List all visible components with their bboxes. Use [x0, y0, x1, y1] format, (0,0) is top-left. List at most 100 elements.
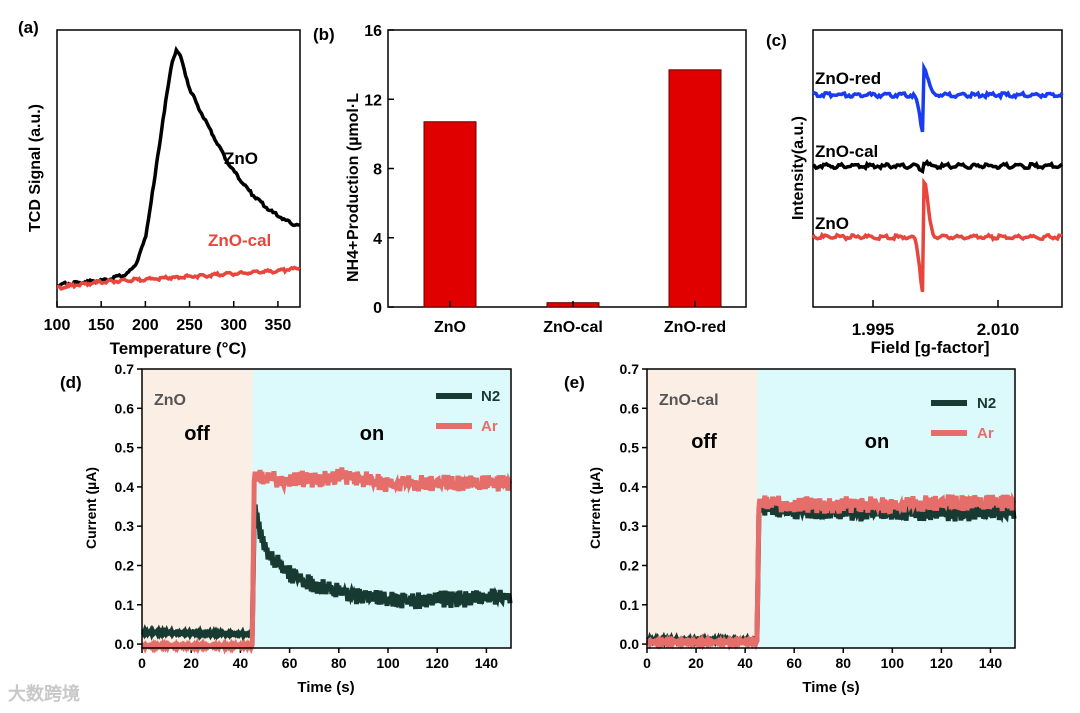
panel-c-legend-zno-red: ZnO-red: [815, 69, 881, 88]
panel-a: (a) 100 150 200 250 300 350 ZnO ZnO-cal Tempe…: [18, 18, 301, 358]
panel-e-legend-ar: Ar: [977, 425, 994, 442]
panel-b-bar-zno-red: [668, 69, 722, 308]
panel-e-series-ar: [645, 491, 1017, 651]
panel-d-xtick-label: 40: [233, 655, 249, 671]
panel-a-xtick-label: 200: [132, 317, 159, 334]
panel-e-xtick-label: 80: [835, 655, 851, 671]
panel-d-xlabel: Time (s): [297, 679, 354, 696]
panel-d-xtick-label: 80: [331, 655, 347, 671]
panel-a-series-zno: [57, 45, 300, 289]
panel-d-ytick-label: 0.2: [115, 557, 135, 573]
panel-c-series-zno-red: [812, 61, 1064, 133]
panel-e-ylabel: Current (µA): [587, 467, 603, 549]
panel-d-legend-ar: Ar: [481, 418, 498, 435]
panel-e-ytick-label: 0.3: [620, 518, 640, 534]
watermark: 大数跨境: [8, 684, 80, 705]
panel-e-xtick-label: 0: [643, 655, 651, 671]
panel-d-xtick-label: 20: [183, 655, 199, 671]
panel-e: (e) 0 20 40 60 80 100 120 140 0.00.10.20.30.40.…: [564, 361, 1017, 696]
panel-b-ytick-label: 12: [364, 92, 382, 109]
panel-b-categories: ZnO ZnO-cal ZnO-red: [434, 301, 726, 336]
panel-a-label: (a): [18, 18, 39, 37]
panel-d-xtick-label: 60: [282, 655, 298, 671]
panel-a-xtick-label: 250: [176, 317, 203, 334]
panel-c-frame: [812, 29, 1063, 308]
panel-d-frame: [141, 368, 512, 649]
panel-a-legend-zno-cal: ZnO-cal: [208, 231, 271, 250]
panel-b-ytick-label: 8: [373, 162, 382, 179]
panel-c-series-zno: [811, 177, 1063, 293]
panel-e-legend-n2: N2: [977, 395, 996, 412]
panel-b-bar-zno: [423, 121, 477, 308]
panel-e-xtick-label: 140: [979, 655, 1003, 671]
panel-e-off-region: [647, 369, 758, 648]
panel-b-category-label: ZnO: [434, 319, 466, 336]
panel-d-xtick-label: 100: [376, 655, 400, 671]
panel-e-sample: ZnO-cal: [659, 392, 719, 409]
panel-e-ytick-label: 0.6: [620, 400, 640, 416]
panel-b-ylabel: NH4+ Production (µmol·L: [345, 93, 362, 282]
panel-a-series-zno-cal: [56, 265, 301, 291]
panel-e-yticks: 0.0 0.1 0.2 0.3 0.4 0.5 0.6 0.7: [620, 361, 647, 652]
panel-b-category-label: ZnO-red: [664, 319, 726, 336]
panel-e-xtick-label: 100: [881, 655, 905, 671]
panel-e-xtick-label: 120: [930, 655, 954, 671]
panel-a-xtick-label: 100: [44, 317, 71, 334]
panel-e-ytick-label: 0.7: [620, 361, 640, 377]
panel-d-ytick-label: 0.3: [115, 518, 135, 534]
panel-e-off-label: off: [691, 431, 717, 453]
panel-c-xtick-2: 2.010: [977, 320, 1020, 339]
panel-c: (c) ZnO-red ZnO-cal ZnO 1.995 2.010 Fiel…: [766, 29, 1064, 357]
panel-a-xtick-label: 300: [220, 317, 247, 334]
panel-e-ytick-label: 0.2: [620, 557, 640, 573]
panel-e-ytick-label: 0.1: [620, 597, 640, 613]
panel-d-xtick-label: 140: [475, 655, 499, 671]
panel-c-series-zno-cal: [812, 158, 1064, 175]
panel-b-yticks: 0 4 8 12 16: [364, 23, 394, 317]
panel-d-on-region: [252, 369, 511, 648]
panel-d-sample: ZnO: [154, 392, 186, 409]
panel-b-ylabel-species: NH4+: [345, 241, 362, 282]
panel-d-series-ar: [140, 467, 513, 655]
panel-e-ytick-label: 0.0: [620, 636, 640, 652]
panel-b: (b) 0 4 8 12 16 ZnO ZnO-cal ZnO-red NH4+ Produ…: [313, 23, 747, 336]
panel-d-on-label: on: [360, 423, 384, 445]
panel-e-on-label: on: [865, 431, 889, 453]
panel-e-xtick-label: 20: [688, 655, 704, 671]
panel-e-xlabel: Time (s): [802, 679, 859, 696]
panel-d-series-n2: [140, 504, 513, 643]
panel-d-label: (d): [60, 373, 82, 392]
panel-b-ytick-label: 4: [373, 231, 382, 248]
panel-b-ytick-label: 16: [364, 23, 382, 40]
panel-d-yticks: 0.0 0.1 0.2 0.3 0.4 0.5 0.6 0.7: [115, 361, 142, 652]
panel-e-xtick-label: 40: [737, 655, 753, 671]
panel-c-label: (c): [766, 31, 787, 50]
panel-d-ytick-label: 0.7: [115, 361, 135, 377]
panel-d-xticks: 0 20 40 60 80 100 120 140: [138, 648, 498, 671]
panel-b-label: (b): [313, 25, 335, 44]
panel-c-legend-zno: ZnO: [815, 214, 849, 233]
panel-b-bars: [423, 69, 722, 308]
panel-a-legend-zno: ZnO: [224, 149, 258, 168]
panel-e-label: (e): [564, 373, 585, 392]
panel-d-ytick-label: 0.0: [115, 636, 135, 652]
panel-a-xticks: 100 150 200 250 300 350: [44, 301, 291, 334]
panel-e-frame: [646, 368, 1016, 649]
panel-e-xticks: 0 20 40 60 80 100 120 140: [643, 648, 1002, 671]
panel-a-frame: [56, 29, 301, 308]
panel-d-xtick-label: 120: [426, 655, 450, 671]
panel-d-ytick-label: 0.1: [115, 597, 135, 613]
panel-e-ytick-label: 0.5: [620, 440, 640, 456]
panel-d-ytick-label: 0.5: [115, 440, 135, 456]
panel-c-xtick-1: 1.995: [852, 320, 895, 339]
panel-d-off-label: off: [184, 423, 210, 445]
panel-d-off-region: [142, 369, 253, 648]
panel-e-xtick-label: 60: [786, 655, 802, 671]
panel-d-ytick-label: 0.6: [115, 400, 135, 416]
panel-c-xlabel: Field [g-factor]: [871, 338, 990, 357]
panel-d-xtick-label: 0: [138, 655, 146, 671]
panel-b-category-label: ZnO-cal: [543, 319, 603, 336]
panel-d-ytick-label: 0.4: [115, 479, 135, 495]
panel-a-xlabel: Temperature (°C): [110, 339, 247, 358]
